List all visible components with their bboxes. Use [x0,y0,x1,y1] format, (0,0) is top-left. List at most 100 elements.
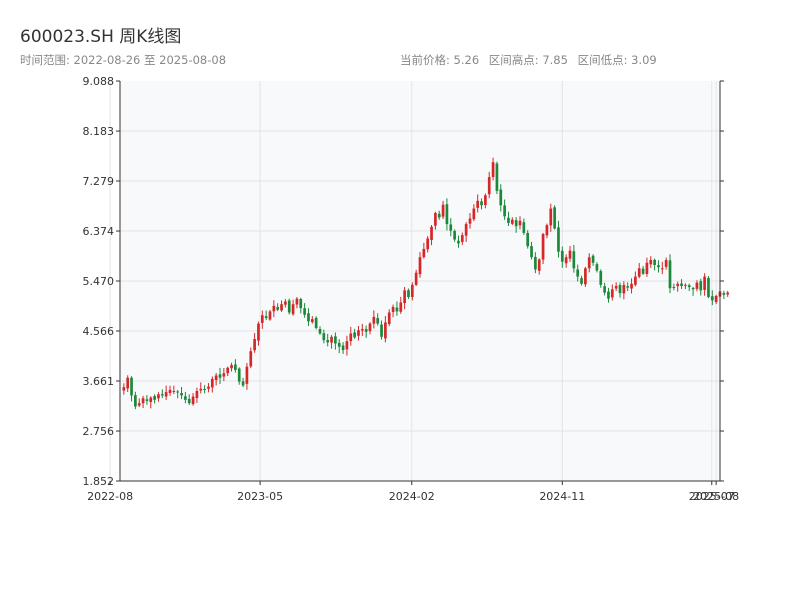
y-axis-ticks: 1.852 2.756 3.661 4.566 5.470 6.374 7.279 8.183… [83,75,724,488]
candle-body [657,265,660,268]
candle-body [684,284,687,286]
candle [580,275,583,286]
candle-body [630,283,633,289]
candle [210,376,214,393]
candle [591,254,595,266]
candle [207,382,210,393]
candle [337,339,341,354]
candle [626,282,630,292]
candle [472,204,476,222]
candle-body [668,260,672,289]
candle-body [634,276,637,285]
candle [684,283,687,290]
candle [649,256,653,268]
candle [714,294,718,305]
candle-body [199,388,203,391]
candle-body [707,277,710,298]
candle [560,246,564,268]
candle-body [534,256,537,270]
x-tick-label: 2025-08 [693,490,739,503]
candle [403,286,406,310]
candle-body [341,345,345,351]
candle [584,266,587,287]
candle-body [553,207,556,229]
candle-body [310,319,314,323]
candle-body [722,293,726,295]
candle [268,309,272,321]
candle [645,257,649,277]
candle [314,316,318,330]
candle [334,332,337,350]
candle-body [349,333,353,342]
candle [234,359,237,373]
candle-body [434,213,437,226]
price-stats: 当前价格: 5.26 区间高点: 7.85 区间低点: 3.09 [400,52,663,68]
candle [153,394,156,404]
candle [368,322,372,335]
candle [145,395,149,405]
candle [464,222,468,242]
candle [387,309,391,327]
candle-body [564,257,568,264]
candle [257,321,260,346]
candle-body [295,298,299,305]
y-tick-label: 7.279 [83,175,115,188]
candle [672,283,676,291]
candle [576,264,580,282]
candle-body [537,259,541,271]
candle [587,253,591,273]
candle-body [507,217,510,223]
candle-body [222,373,226,377]
candle-body [518,220,522,226]
candle-body [134,395,137,407]
candle-body [480,201,483,206]
candle [172,385,176,395]
current-price-text: 当前价格: 5.26 [400,53,480,67]
candle [557,220,560,258]
candle [653,258,656,271]
candle-body [484,195,487,206]
candle [230,362,233,372]
candle [264,310,268,321]
candle [318,326,322,335]
candle-body [549,208,553,226]
candle-body [184,396,187,400]
candle [141,395,145,408]
candle-body [664,259,668,267]
candle-body [276,307,280,310]
candle [430,225,433,246]
candle-body [672,286,676,288]
candle-body [572,251,576,269]
candle [568,246,572,262]
candle-body [237,368,241,382]
candle [468,213,472,229]
candle-body [591,255,595,263]
candle-body [399,302,403,312]
candle-body [287,300,291,313]
candle [476,194,480,213]
candle [726,290,730,297]
candle [564,254,568,268]
x-axis-ticks: 2022-08 2023-05 2024-02 2024-11 2025-072025-… [87,481,739,503]
date-range-text: 时间范围: 2022-08-26 至 2025-08-08 [20,53,227,67]
candle-body [487,177,491,195]
candle [418,252,422,278]
candle [322,329,326,344]
candle [164,385,168,401]
candle-body [241,381,245,386]
candle [245,363,249,390]
candle [291,299,295,316]
candle [241,377,245,388]
candle-body [218,374,222,378]
candle-body [403,290,406,304]
candle [372,310,376,329]
candle [407,288,410,300]
candle-body [430,226,433,240]
candle [399,296,403,314]
candle [549,203,553,232]
candle-body [230,365,233,369]
candle-body [160,394,164,396]
candle [687,283,691,292]
candle-body [284,301,287,305]
